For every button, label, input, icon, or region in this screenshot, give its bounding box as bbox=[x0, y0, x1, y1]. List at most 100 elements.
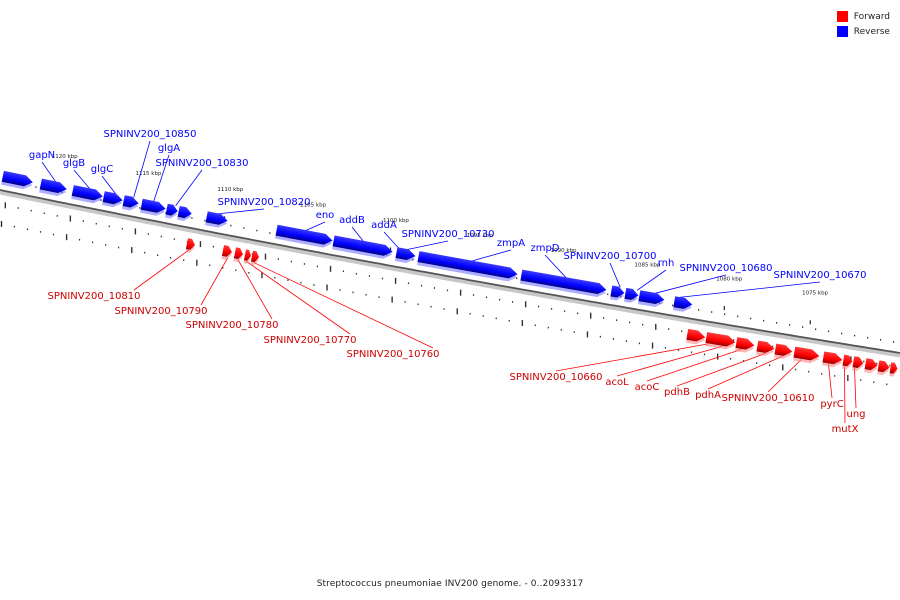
reverse-gene-arrow[interactable] bbox=[165, 203, 179, 220]
gene-label-spninv200-10810[interactable]: SPNINV200_10810 bbox=[47, 291, 140, 302]
reverse-gene-arrow[interactable] bbox=[332, 235, 394, 260]
reverse-gene-arrow-arrow bbox=[122, 195, 139, 208]
leader-line bbox=[153, 154, 170, 202]
scale-dot bbox=[56, 215, 58, 217]
reverse-gene-arrow[interactable] bbox=[177, 206, 193, 222]
reverse-gene-arrow-arrow bbox=[395, 247, 416, 261]
gene-label-spninv200-10700[interactable]: SPNINV200_10700 bbox=[563, 251, 656, 262]
gene-label-spninv200-10660[interactable]: SPNINV200_10660 bbox=[509, 372, 602, 383]
reverse-gene-arrow[interactable] bbox=[102, 191, 124, 209]
scale-dot bbox=[776, 322, 778, 324]
gene-label-addb[interactable]: addB bbox=[339, 215, 365, 226]
reverse-gene-arrow[interactable] bbox=[122, 195, 140, 212]
forward-gene-arrow[interactable] bbox=[685, 328, 706, 346]
forward-gene-arrow-arrow bbox=[864, 358, 878, 371]
scale-dot bbox=[459, 289, 462, 296]
gene-label-acol[interactable]: acoL bbox=[605, 377, 629, 388]
scale-dot bbox=[160, 235, 162, 238]
forward-gene-arrow[interactable] bbox=[842, 354, 853, 370]
gene-label-glgc[interactable]: glgC bbox=[91, 164, 113, 175]
reverse-gene-arrow[interactable] bbox=[140, 198, 167, 217]
reverse-gene-arrow[interactable] bbox=[1, 170, 34, 191]
reverse-gene-arrow[interactable] bbox=[275, 224, 334, 249]
forward-gene-arrow[interactable] bbox=[233, 247, 244, 262]
reverse-gene-arrow[interactable] bbox=[637, 290, 665, 308]
reverse-gene-arrow[interactable] bbox=[623, 287, 639, 304]
gene-label-glga[interactable]: glgA bbox=[158, 143, 180, 154]
gene-label-rnh[interactable]: rnh bbox=[658, 258, 675, 269]
reverse-gene-arrow[interactable] bbox=[416, 251, 518, 283]
legend-item-forward: Forward bbox=[836, 9, 890, 24]
gene-label-spninv200-10790[interactable]: SPNINV200_10790 bbox=[114, 306, 207, 317]
reverse-gene-arrow[interactable] bbox=[672, 296, 693, 313]
forward-gene-arrow[interactable] bbox=[735, 337, 755, 354]
gene-label-spninv200-10770[interactable]: SPNINV200_10770 bbox=[263, 335, 356, 346]
gene-label-ung[interactable]: ung bbox=[846, 409, 865, 420]
forward-gene-arrow[interactable] bbox=[889, 362, 898, 377]
gene-label-zmpa[interactable]: zmpA bbox=[497, 238, 525, 249]
scale-dot bbox=[82, 220, 84, 222]
forward-gene-arrow[interactable] bbox=[243, 249, 252, 264]
reverse-gene-arrow-arrow bbox=[332, 235, 393, 256]
forward-gene-arrow[interactable] bbox=[185, 238, 196, 253]
gene-label-spninv200-10820[interactable]: SPNINV200_10820 bbox=[217, 197, 310, 208]
reverse-gene-arrow[interactable] bbox=[609, 285, 625, 301]
leader-line bbox=[636, 269, 667, 291]
reverse-gene-arrow[interactable] bbox=[205, 211, 229, 229]
gene-label-eno[interactable]: eno bbox=[316, 210, 335, 221]
gene-label-spninv200-10830[interactable]: SPNINV200_10830 bbox=[155, 158, 248, 169]
gene-label-spninv200-10730[interactable]: SPNINV200_10730 bbox=[401, 229, 494, 240]
gene-label-spninv200-10780[interactable]: SPNINV200_10780 bbox=[185, 320, 278, 331]
forward-swatch bbox=[836, 11, 848, 22]
scale-dot bbox=[599, 335, 601, 338]
scale-dot bbox=[91, 241, 94, 244]
scale-dot bbox=[789, 324, 791, 326]
forward-gene-arrow[interactable] bbox=[221, 245, 233, 260]
scale-dot bbox=[300, 281, 302, 284]
reverse-gene-arrow-arrow bbox=[140, 198, 166, 213]
scale-dot bbox=[26, 228, 29, 231]
forward-gene-arrow[interactable] bbox=[774, 343, 793, 361]
forward-gene-arrow[interactable] bbox=[250, 250, 260, 266]
gene-label-pdhb[interactable]: pdhB bbox=[664, 387, 690, 398]
reverse-gene-arrow-arrow bbox=[177, 206, 192, 219]
scale-dot bbox=[876, 362, 878, 365]
forward-gene-arrow[interactable] bbox=[822, 351, 843, 368]
gene-label-spninv200-10850[interactable]: SPNINV200_10850 bbox=[103, 129, 196, 140]
legend-item-reverse: Reverse bbox=[836, 24, 890, 39]
reverse-gene-arrow[interactable] bbox=[519, 269, 607, 299]
kbp-tick-label: 1100 kbp bbox=[383, 218, 409, 224]
forward-gene-arrow-arrow bbox=[877, 360, 890, 373]
scale-dot bbox=[183, 259, 185, 262]
forward-gene-arrow[interactable] bbox=[756, 340, 775, 358]
gene-label-adda[interactable]: addA bbox=[371, 220, 397, 231]
gene-label-acoc[interactable]: acoC bbox=[635, 382, 660, 393]
reverse-gene-arrow[interactable] bbox=[394, 247, 417, 264]
forward-gene-arrow[interactable] bbox=[852, 356, 864, 371]
reverse-gene-arrow[interactable] bbox=[71, 185, 104, 205]
gene-label-mutx[interactable]: mutX bbox=[832, 424, 859, 435]
gene-label-pdha[interactable]: pdhA bbox=[695, 390, 721, 401]
reverse-gene-arrow[interactable] bbox=[39, 178, 68, 198]
forward-gene-arrow[interactable] bbox=[877, 360, 890, 376]
scale-dot bbox=[795, 368, 797, 371]
scale-dot bbox=[733, 339, 735, 341]
gene-label-spninv200-10670[interactable]: SPNINV200_10670 bbox=[773, 270, 866, 281]
forward-gene-arrow-arrow bbox=[686, 328, 706, 342]
gene-label-zmpd[interactable]: zmpD bbox=[530, 243, 559, 254]
leader-line bbox=[707, 355, 783, 390]
forward-gene-arrow[interactable] bbox=[793, 346, 820, 365]
gene-label-glgb[interactable]: glgB bbox=[63, 158, 85, 169]
gene-label-pyrc[interactable]: pyrC bbox=[820, 399, 843, 410]
gene-label-gapn[interactable]: gapN bbox=[29, 150, 55, 161]
scale-dot bbox=[612, 338, 614, 340]
scale-dot bbox=[681, 330, 683, 333]
forward-gene-arrow[interactable] bbox=[864, 358, 878, 374]
gene-label-spninv200-10760[interactable]: SPNINV200_10760 bbox=[346, 349, 439, 360]
gene-label-spninv200-10680[interactable]: SPNINV200_10680 bbox=[679, 263, 772, 274]
reverse-gene-arrow-arrow bbox=[624, 287, 639, 300]
kbp-tick-label: 1105 kbp bbox=[300, 203, 326, 209]
gene-label-spninv200-10610[interactable]: SPNINV200_10610 bbox=[721, 393, 814, 404]
scale-dot bbox=[873, 381, 875, 384]
forward-gene-arrow[interactable] bbox=[704, 332, 736, 351]
